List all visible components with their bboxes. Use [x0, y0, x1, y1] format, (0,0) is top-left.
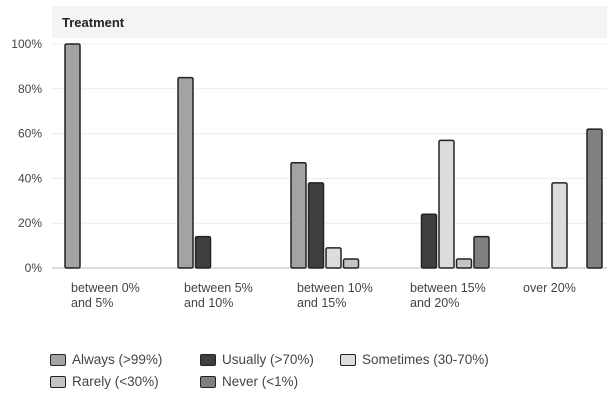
x-tick-label: over 20% — [523, 281, 576, 295]
x-tick-label: and 5% — [71, 296, 113, 310]
x-axis: between 0%and 5% between 5%and 10% between… — [71, 281, 576, 310]
y-tick-label: 0% — [25, 261, 43, 275]
legend-item: Usually (>70%) — [200, 352, 314, 367]
legend-swatch — [200, 375, 216, 388]
y-axis: 0% 20% 40% 60% 80% 100% — [11, 37, 42, 275]
y-tick-label: 80% — [18, 82, 42, 96]
chart-title: Treatment — [62, 15, 125, 30]
legend-item: Sometimes (30-70%) — [340, 352, 489, 367]
x-tick-label: between 10% — [297, 281, 373, 295]
bar — [325, 247, 342, 269]
x-tick-label: and 10% — [184, 296, 233, 310]
legend-item: Never (<1%) — [200, 374, 298, 389]
y-tick-label: 100% — [11, 37, 42, 51]
bar — [64, 43, 81, 269]
grid — [52, 43, 607, 269]
y-tick-label: 40% — [18, 171, 42, 185]
legend-swatch — [200, 353, 216, 366]
bar — [194, 235, 212, 269]
legend-label: Always (>99%) — [72, 352, 163, 367]
legend-label: Never (<1%) — [222, 374, 299, 389]
legend-item: Always (>99%) — [50, 352, 162, 367]
legend-swatch — [50, 375, 66, 388]
x-tick-label: and 15% — [297, 296, 346, 310]
bar — [438, 139, 455, 269]
bar — [455, 258, 473, 269]
x-tick-label: between 0% — [71, 281, 140, 295]
legend-label: Sometimes (30-70%) — [362, 352, 489, 367]
x-tick-label: between 15% — [410, 281, 486, 295]
bar — [473, 235, 490, 269]
bar — [420, 213, 438, 269]
legend-swatch — [340, 353, 356, 366]
y-tick-label: 20% — [18, 216, 42, 230]
bar — [586, 128, 603, 269]
bars — [64, 43, 603, 269]
x-tick-label: and 20% — [410, 296, 459, 310]
bar — [551, 182, 568, 269]
legend-label: Usually (>70%) — [222, 352, 314, 367]
bar — [290, 161, 307, 269]
y-tick-label: 60% — [18, 127, 42, 141]
bar — [307, 182, 325, 269]
legend-item: Rarely (<30%) — [50, 374, 159, 389]
legend-label: Rarely (<30%) — [72, 374, 159, 389]
legend-swatch — [50, 353, 66, 366]
title-band — [52, 6, 607, 38]
bar — [177, 76, 194, 269]
bar — [342, 258, 360, 269]
x-tick-label: between 5% — [184, 281, 253, 295]
